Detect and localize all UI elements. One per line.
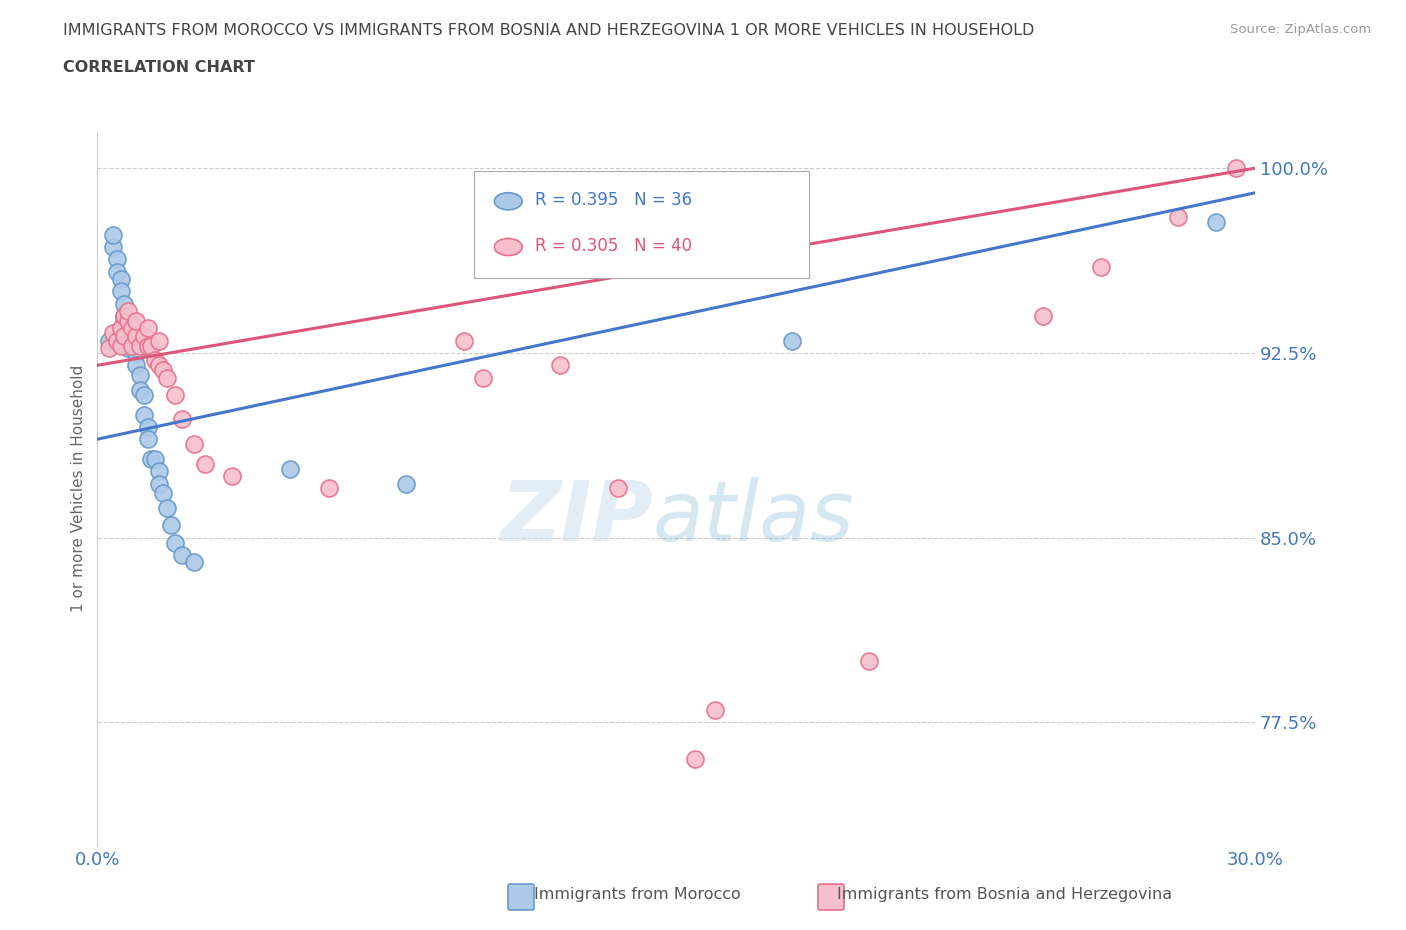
Point [858, 654, 880, 669]
Point [117, 313, 139, 328]
Point [121, 316, 143, 331]
Point [1090, 259, 1112, 274]
Point [125, 313, 148, 328]
Text: Immigrants from Bosnia and Herzegovina: Immigrants from Bosnia and Herzegovina [837, 887, 1171, 902]
Point [148, 476, 170, 491]
Point [141, 451, 163, 466]
Point [128, 382, 150, 397]
Point [1205, 215, 1227, 230]
Text: ZIP: ZIP [501, 476, 652, 557]
Point [105, 333, 128, 348]
Text: IMMIGRANTS FROM MOROCCO VS IMMIGRANTS FROM BOSNIA AND HERZEGOVINA 1 OR MORE VEHI: IMMIGRANTS FROM MOROCCO VS IMMIGRANTS FR… [63, 23, 1035, 38]
Point [132, 407, 155, 422]
Point [1167, 210, 1189, 225]
Point [132, 328, 155, 343]
Point [132, 388, 155, 403]
Circle shape [495, 193, 522, 210]
Point [117, 326, 139, 340]
Point [110, 339, 132, 353]
Point [221, 469, 243, 484]
Point [136, 432, 159, 446]
Point [112, 313, 135, 328]
Point [143, 451, 166, 466]
Point [163, 535, 186, 550]
Text: R = 0.395   N = 36: R = 0.395 N = 36 [534, 191, 692, 209]
Point [194, 457, 217, 472]
Point [97, 340, 120, 355]
Point [125, 328, 148, 343]
Point [112, 309, 135, 324]
Point [148, 358, 170, 373]
Point [112, 309, 135, 324]
Point [318, 481, 340, 496]
Text: Immigrants from Morocco: Immigrants from Morocco [534, 887, 741, 902]
Y-axis label: 1 or more Vehicles in Household: 1 or more Vehicles in Household [72, 365, 86, 612]
Point [183, 555, 205, 570]
Point [101, 326, 124, 340]
Point [152, 363, 174, 378]
Point [101, 227, 124, 242]
Point [148, 333, 170, 348]
Point [117, 340, 139, 355]
Point [125, 358, 148, 373]
Point [136, 419, 159, 434]
Point [121, 321, 143, 336]
Point [163, 388, 186, 403]
Point [105, 252, 128, 267]
Point [128, 339, 150, 353]
Point [110, 272, 132, 286]
Circle shape [495, 238, 522, 256]
Point [121, 333, 143, 348]
Point [117, 303, 139, 318]
Point [101, 240, 124, 255]
FancyBboxPatch shape [508, 884, 534, 910]
Point [110, 321, 132, 336]
Point [607, 481, 630, 496]
Point [143, 352, 166, 367]
FancyBboxPatch shape [474, 170, 810, 278]
Point [472, 370, 495, 385]
Point [550, 358, 572, 373]
Point [128, 367, 150, 382]
Point [148, 464, 170, 479]
Point [159, 518, 181, 533]
Point [152, 486, 174, 501]
Point [183, 437, 205, 452]
Point [780, 333, 803, 348]
Point [1032, 309, 1054, 324]
Point [97, 333, 120, 348]
FancyBboxPatch shape [818, 884, 844, 910]
Point [685, 752, 707, 767]
Text: R = 0.305   N = 40: R = 0.305 N = 40 [534, 236, 692, 255]
Point [125, 346, 148, 361]
Point [156, 370, 179, 385]
Point [453, 333, 475, 348]
Point [121, 339, 143, 353]
Point [110, 284, 132, 299]
Point [172, 412, 194, 427]
Point [141, 339, 163, 353]
Point [112, 328, 135, 343]
Point [136, 339, 159, 353]
Point [1225, 161, 1247, 176]
Point [278, 461, 301, 476]
Point [172, 548, 194, 563]
Point [703, 703, 725, 718]
Text: atlas: atlas [652, 476, 855, 557]
Text: Source: ZipAtlas.com: Source: ZipAtlas.com [1230, 23, 1371, 36]
Point [136, 321, 159, 336]
Point [156, 500, 179, 515]
Point [395, 476, 418, 491]
Point [112, 297, 135, 312]
Text: CORRELATION CHART: CORRELATION CHART [63, 60, 254, 75]
Point [105, 264, 128, 279]
